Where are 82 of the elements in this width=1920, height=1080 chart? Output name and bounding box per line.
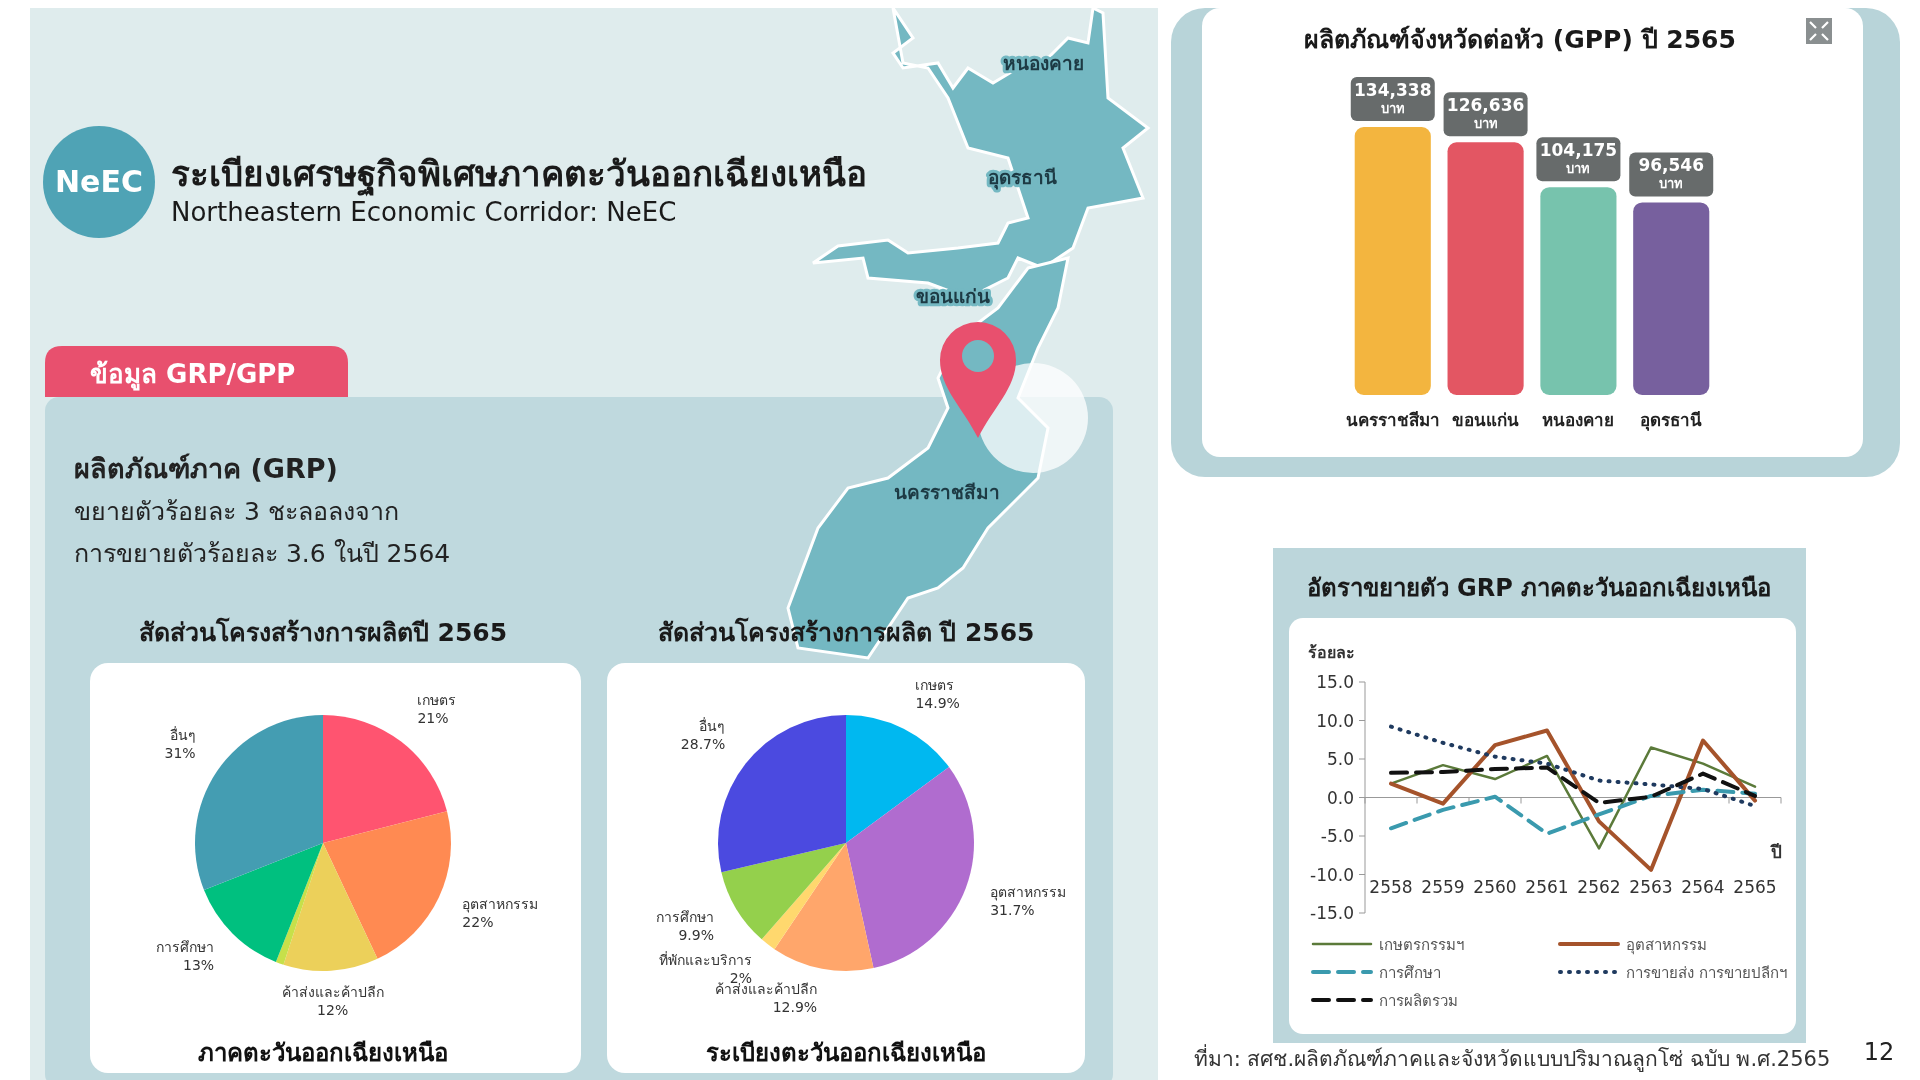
- y-tick-label: 5.0: [1326, 749, 1354, 769]
- bar: [1354, 127, 1431, 395]
- pie-slice: [774, 843, 874, 971]
- x-tick-label: 2561: [1525, 877, 1569, 897]
- data-label: 22%: [462, 913, 494, 930]
- chart-title: อัตราขยายตัว GRP ภาคตะวันออกเฉียงเหนือ: [1306, 574, 1772, 602]
- chart-title: สัดส่วนโครงสร้างการผลิตปี 2565: [138, 617, 508, 647]
- y-tick-label: 15.0: [1316, 672, 1354, 692]
- slice-label: การศึกษา: [656, 909, 715, 926]
- legend-label: อุตสาหกรรม: [1626, 936, 1707, 955]
- y-tick-label: 0.0: [1326, 787, 1354, 808]
- x-tick-label: 2562: [1577, 877, 1621, 897]
- text: ผลิตภัณฑ์ภาค (GRP): [74, 453, 338, 484]
- x-tick-label: หนองคาย: [1542, 410, 1615, 430]
- text: นครราชสีมา: [894, 481, 1000, 503]
- slice-label: เกษตร: [417, 692, 457, 709]
- bar: [1540, 187, 1617, 395]
- x-tick-label: นครราชสีมา: [1345, 410, 1440, 430]
- x-tick-label: 2558: [1369, 877, 1413, 897]
- chart-title: สัดส่วนโครงสร้างการผลิต ปี 2565: [657, 617, 1035, 647]
- slice-label: ค้าส่งและค้าปลีก: [281, 983, 384, 1000]
- bar: [1447, 142, 1524, 395]
- y-axis-title: ร้อยละ: [1308, 643, 1355, 662]
- slice-label: อุตสาหกรรม: [990, 884, 1067, 902]
- x-tick-label: 2563: [1629, 877, 1673, 897]
- text: การขยายตัวร้อยละ 3.6 ในปี 2564: [74, 539, 451, 568]
- line-series: [1389, 728, 1757, 872]
- text: ระเบียงตะวันออกเฉียงเหนือ: [706, 1039, 986, 1067]
- y-tick-label: -10.0: [1310, 864, 1354, 885]
- slice-label: ที่พักและบริการ: [659, 951, 753, 969]
- line-series: [1389, 765, 1757, 805]
- data-label: 31.7%: [990, 902, 1035, 919]
- pie-slice: [846, 715, 950, 843]
- text: 12: [1863, 1038, 1895, 1066]
- data-label: 9.9%: [678, 927, 715, 944]
- y-tick-label: -5.0: [1320, 826, 1354, 846]
- text: ระเบียงเศรษฐกิจพิเศษภาคตะวันออกเฉียงเหนือ: [171, 154, 867, 197]
- slice-label: อื่นๆ: [699, 717, 726, 735]
- legend-label: การศึกษา: [1379, 964, 1441, 982]
- line-series: [1389, 787, 1757, 836]
- x-tick-label: 2565: [1733, 877, 1777, 897]
- data-label: 96,546 บาท: [1638, 155, 1705, 192]
- legend-label: การขายส่ง การขายปลีกฯ: [1626, 964, 1787, 982]
- data-label: 12.9%: [772, 999, 818, 1016]
- slice-label: การศึกษา: [156, 938, 215, 955]
- slice-label: เกษตร: [915, 676, 955, 693]
- text: Northeastern Economic Corridor: NeEC: [171, 197, 677, 227]
- data-label: 28.7%: [680, 736, 726, 753]
- x-axis-title: ปี: [1769, 842, 1782, 862]
- chart-title: ผลิตภัณฑ์จังหวัดต่อหัว (GPP) ปี 2565: [1304, 25, 1736, 54]
- x-tick-label: 2564: [1681, 877, 1725, 897]
- pie-slice: [761, 843, 846, 950]
- text: ที่มา: สศช.ผลิตภัณฑ์ภาคและจังหวัดแบบปริมาณลูกโซ่ ฉบับ พ.ศ.2565: [1193, 1044, 1831, 1072]
- text: ภาคตะวันออกเฉียงเหนือ: [198, 1039, 448, 1067]
- slice-label: อุตสาหกรรม: [462, 895, 539, 913]
- data-label: 14.9%: [915, 694, 960, 711]
- data-label: 13%: [182, 956, 215, 973]
- pie-slice: [275, 843, 323, 965]
- pie-slice: [283, 843, 378, 971]
- x-tick-label: 2560: [1473, 877, 1517, 897]
- text: NeEC: [55, 164, 143, 199]
- pie-slice: [323, 715, 447, 843]
- x-tick-label: 2559: [1421, 877, 1465, 897]
- slice-label: อื่นๆ: [169, 726, 196, 744]
- legend-label: เกษตรกรรมฯ: [1379, 936, 1464, 954]
- bar: [1633, 202, 1710, 395]
- pie-slice: [846, 767, 974, 969]
- legend-label: การผลิตรวม: [1379, 992, 1458, 1010]
- pie-slice: [721, 843, 846, 940]
- y-tick-label: -15.0: [1310, 903, 1354, 923]
- y-tick-label: 10.0: [1316, 710, 1354, 731]
- text: ขยายตัวร้อยละ 3 ชะลอลงจาก: [74, 497, 399, 526]
- text: ข้อมูล GRP/GPP: [90, 359, 296, 391]
- slice-label: ค้าส่งและค้าปลีก: [715, 981, 818, 998]
- data-label: 21%: [417, 710, 449, 727]
- x-tick-label: ขอนแก่น: [1452, 410, 1520, 430]
- text: ขอนแก่น: [916, 285, 990, 307]
- pie-slice: [195, 715, 323, 891]
- pie-slice: [323, 811, 451, 959]
- data-label: 12%: [317, 1001, 349, 1018]
- x-tick-label: อุดรธานี: [1640, 410, 1703, 431]
- data-label: 31%: [164, 745, 196, 762]
